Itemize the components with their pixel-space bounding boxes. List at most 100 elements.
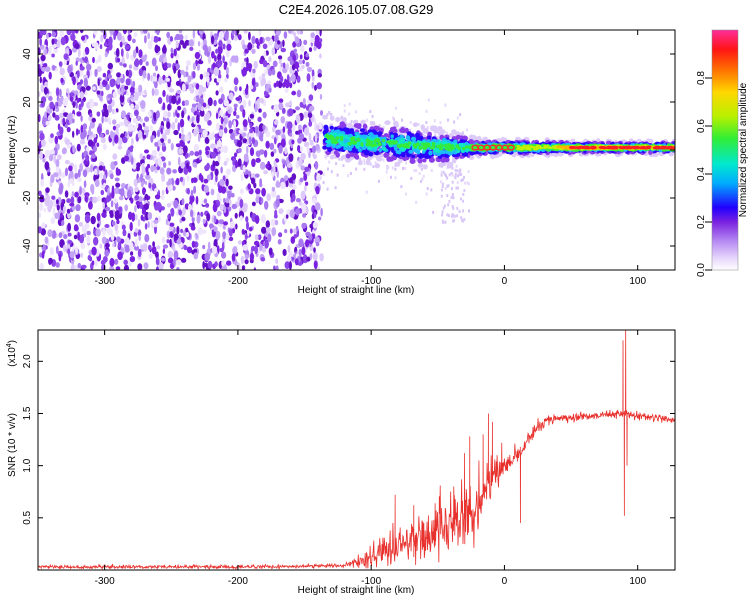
- spectrogram-faint-cell: [416, 158, 418, 162]
- spectrogram-noise-cell: [192, 62, 197, 71]
- spectrogram-noise-cell: [202, 132, 208, 138]
- spectrogram-noise-cell: [59, 88, 62, 98]
- spectrogram-noise-cell: [151, 88, 155, 97]
- spectrogram-noise-cell: [295, 114, 301, 124]
- spectrogram-noise-cell: [111, 108, 115, 115]
- spectrogram-noise-cell: [151, 57, 157, 67]
- spectrogram-signal-cell: [406, 143, 410, 149]
- spectrogram-noise-cell: [129, 256, 136, 263]
- spectrogram-noise-cell: [157, 157, 163, 167]
- spectrogram-faint-cell: [343, 109, 346, 113]
- spectrogram-noise-cell: [70, 196, 75, 204]
- spectrogram-signal-cell: [399, 134, 404, 139]
- spectrogram-noise-cell: [117, 145, 123, 150]
- spectrogram-noise-cell: [162, 45, 167, 54]
- spectrogram-noise-cell: [99, 161, 105, 167]
- spectrogram-noise-cell: [156, 245, 161, 250]
- spectrogram-noise-cell: [102, 72, 107, 78]
- spectrogram-noise-cell: [202, 218, 206, 224]
- spectrogram-noise-cell: [48, 71, 52, 80]
- spectrogram-noise-cell: [254, 173, 260, 178]
- spectrogram-noise-cell: [58, 232, 63, 239]
- spectrogram-noise-cell: [215, 48, 219, 54]
- spectrogram-noise-cell: [257, 234, 262, 241]
- spectrogram-noise-cell: [153, 112, 157, 122]
- spectrogram-signal-cell: [322, 114, 328, 120]
- spectrogram-noise-cell: [233, 120, 237, 129]
- spectrogram-noise-cell: [177, 122, 181, 132]
- spectrogram-noise-cell: [143, 243, 148, 252]
- spectrogram-noise-cell: [204, 252, 210, 262]
- spectrogram-noise-cell: [136, 162, 141, 168]
- spectrogram-noise-cell: [124, 244, 130, 253]
- spectrogram-noise-cell: [39, 140, 42, 149]
- spectrogram-noise-cell: [234, 159, 238, 169]
- spectrogram-noise-cell: [195, 233, 199, 239]
- spectrogram-noise-cell: [109, 212, 114, 218]
- spectrogram-noise-cell: [295, 198, 301, 203]
- spectrogram-faint-cell: [366, 118, 369, 122]
- spectrogram-noise-cell: [180, 257, 187, 263]
- spectrogram-noise-cell: [304, 184, 307, 192]
- spectrogram-noise-cell: [144, 89, 147, 95]
- spectrogram-noise-cell: [144, 149, 149, 154]
- spectrogram-signal-cell: [335, 136, 340, 140]
- spectrogram-faint-cell: [425, 121, 428, 124]
- spectrogram-signal-cell: [342, 134, 347, 140]
- spectrogram-noise-cell: [138, 84, 143, 93]
- spectrogram-noise-cell: [181, 216, 186, 222]
- spectrogram-noise-cell: [248, 170, 252, 177]
- spectrogram-noise-cell: [66, 88, 70, 94]
- spectrogram-faint-cell: [459, 168, 462, 172]
- spectrogram-noise-cell: [166, 239, 170, 244]
- spectrogram-signal-cell: [324, 129, 329, 134]
- spectrogram-noise-cell: [285, 179, 289, 188]
- spectrogram-faint-cell: [425, 109, 428, 113]
- spectrogram-noise-cell: [292, 54, 297, 63]
- spectrogram-noise-cell: [215, 122, 220, 131]
- spectrogram-faint-cell: [387, 166, 390, 169]
- spectrogram-noise-cell: [138, 196, 143, 203]
- spectrogram-noise-cell: [283, 175, 289, 181]
- spectrogram-signal-cell: [362, 123, 368, 130]
- spectrogram-noise-cell: [158, 151, 164, 158]
- spectrogram-noise-cell: [141, 55, 147, 63]
- spectrogram-noise-cell: [225, 157, 230, 162]
- spectrogram-noise-cell: [223, 99, 229, 107]
- spectrogram-noise-cell: [128, 64, 133, 69]
- spectrogram-noise-cell: [123, 264, 129, 270]
- spectrogram-signal-cell: [397, 149, 402, 155]
- spectrogram-noise-cell: [67, 64, 72, 74]
- spectrogram-noise-cell: [138, 58, 143, 66]
- spectrogram-noise-cell: [115, 108, 119, 113]
- spectrogram-signal-cell: [455, 144, 460, 149]
- spectrogram-noise-cell: [61, 199, 64, 204]
- spectrogram-noise-cell: [291, 30, 295, 36]
- spectrogram-noise-cell: [69, 170, 74, 179]
- spectrogram-noise-cell: [251, 137, 255, 145]
- spectrogram-noise-cell: [242, 44, 247, 50]
- spectrogram-noise-cell: [59, 30, 64, 39]
- spectrogram-signal-cell: [349, 130, 355, 135]
- spectrogram-noise-cell: [130, 103, 135, 110]
- spectrogram-noise-cell: [248, 226, 253, 232]
- spectrogram-noise-cell: [144, 180, 148, 185]
- spectrogram-noise-cell: [251, 201, 256, 207]
- spectrogram-faint-cell: [420, 180, 422, 183]
- spectrogram-signal-cell: [347, 141, 353, 146]
- spectrogram-noise-cell: [225, 66, 229, 76]
- spectrogram-noise-cell: [290, 236, 296, 244]
- spectrogram-noise-cell: [260, 137, 264, 142]
- spectrogram-faint-cell: [395, 106, 398, 110]
- spectrogram-noise-cell: [179, 118, 185, 128]
- spectrogram-noise-cell: [308, 121, 313, 127]
- spectrogram-noise-cell: [118, 137, 123, 146]
- spectrogram-noise-cell: [137, 248, 142, 258]
- spectrogram-noise-cell: [72, 101, 76, 108]
- spectrogram-noise-cell: [275, 30, 281, 37]
- spectrogram-noise-cell: [177, 69, 182, 79]
- spectrogram-noise-cell: [249, 128, 254, 134]
- spectrogram-noise-cell: [155, 257, 160, 266]
- spectrogram-signal-cell: [354, 131, 360, 136]
- spectrogram-noise-cell: [155, 159, 158, 168]
